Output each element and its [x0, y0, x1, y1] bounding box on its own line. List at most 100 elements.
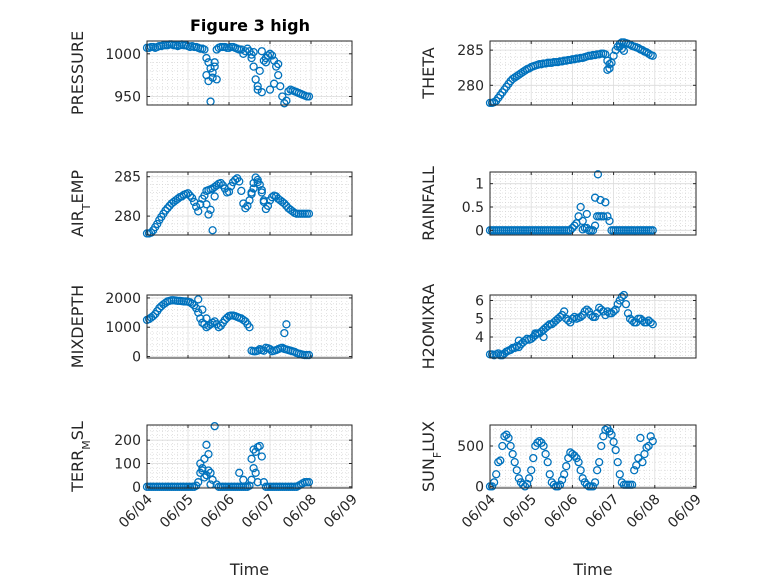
data-point: [183, 189, 193, 198]
y-axis-label: AIRTEMP: [68, 170, 93, 237]
axes-box: [489, 171, 697, 236]
data-point: [200, 473, 209, 482]
x-tick-label: 06/07: [583, 492, 623, 532]
data-point: [592, 466, 602, 475]
data-point: [243, 201, 252, 211]
data-point: [597, 441, 606, 451]
data-point: [648, 437, 657, 446]
data-point: [210, 58, 219, 67]
x-tick-label: 06/06: [198, 491, 238, 531]
data-point: [590, 478, 600, 487]
data-point: [500, 349, 509, 358]
data-point: [153, 219, 162, 229]
data-point: [504, 433, 513, 443]
data-point: [508, 449, 517, 459]
data-point: [249, 464, 258, 473]
data-point: [282, 96, 291, 105]
data-point: [255, 66, 264, 76]
data-point: [247, 50, 256, 59]
data-point: [148, 311, 158, 321]
data-point: [648, 226, 657, 235]
data-point: [588, 482, 598, 491]
y-tick-label: 0.5: [462, 200, 484, 216]
subplot-7: 0 100 200 TERRMSL 06/04 06/05 06/06 06/07 06/08 0…: [68, 421, 361, 579]
data-point: [216, 178, 225, 188]
data-point: [510, 343, 519, 353]
data-point: [194, 295, 203, 304]
data-point: [562, 462, 571, 471]
data-point: [210, 62, 219, 71]
data-point: [498, 441, 507, 451]
data-point: [237, 45, 246, 54]
data-point: [192, 202, 201, 211]
data-point: [253, 478, 262, 487]
data-point: [590, 221, 600, 230]
data-point: [274, 59, 283, 69]
data-point: [617, 44, 626, 53]
data-point: [578, 474, 587, 483]
data-point: [196, 200, 205, 209]
data-point: [249, 47, 258, 57]
data-point: [210, 422, 219, 431]
y-tick-label: 5: [475, 312, 484, 328]
data-point: [527, 466, 536, 475]
axes-box: [489, 294, 697, 359]
y-tick-label: 100: [114, 457, 141, 473]
data-point: [578, 225, 587, 234]
data-point: [603, 212, 612, 221]
x-tick-label: 06/06: [541, 491, 581, 531]
data-point: [642, 443, 651, 452]
data-point: [623, 309, 633, 318]
data-point: [543, 321, 552, 331]
data-point: [204, 210, 213, 219]
data-point: [609, 307, 618, 316]
data-point: [531, 329, 540, 338]
data-point: [543, 458, 552, 467]
data-point: [257, 185, 266, 195]
data-point: [212, 75, 221, 84]
data-point: [539, 441, 548, 451]
data-point: [514, 336, 523, 345]
data-point: [560, 470, 569, 479]
data-point: [214, 323, 223, 332]
data-point: [208, 475, 217, 484]
data-point: [271, 62, 281, 71]
data-point: [253, 82, 262, 91]
data-point: [257, 88, 266, 97]
data-point: [284, 87, 293, 96]
y-tick-label: 2000: [105, 291, 141, 307]
data-point: [512, 466, 521, 475]
axes-box: [146, 424, 353, 489]
data-point: [263, 51, 273, 60]
data-point: [570, 312, 579, 322]
data-point: [574, 212, 583, 221]
data-point: [568, 223, 577, 233]
plot-area: [490, 425, 696, 488]
y-tick-label: 0: [132, 350, 141, 366]
data-point: [611, 445, 620, 455]
data-point: [520, 66, 530, 75]
data-point: [241, 204, 250, 213]
axes-box: [146, 171, 353, 236]
data-point: [605, 60, 614, 69]
data-point: [253, 346, 262, 355]
data-point: [570, 221, 579, 230]
x-tick-label: 06/09: [665, 492, 705, 532]
data-point: [539, 332, 548, 342]
data-point: [638, 458, 647, 467]
data-point: [588, 226, 598, 235]
data-point: [241, 47, 250, 56]
data-point: [269, 79, 279, 88]
data-point: [224, 187, 234, 196]
data-point: [498, 351, 507, 360]
data-point: [185, 191, 195, 200]
data-point: [644, 49, 653, 58]
data-point: [265, 345, 275, 354]
data-point: [489, 478, 499, 487]
data-point: [607, 430, 616, 439]
data-point: [510, 458, 519, 467]
axes-box: [146, 294, 353, 359]
data-point: [304, 478, 314, 487]
data-point: [202, 314, 211, 323]
